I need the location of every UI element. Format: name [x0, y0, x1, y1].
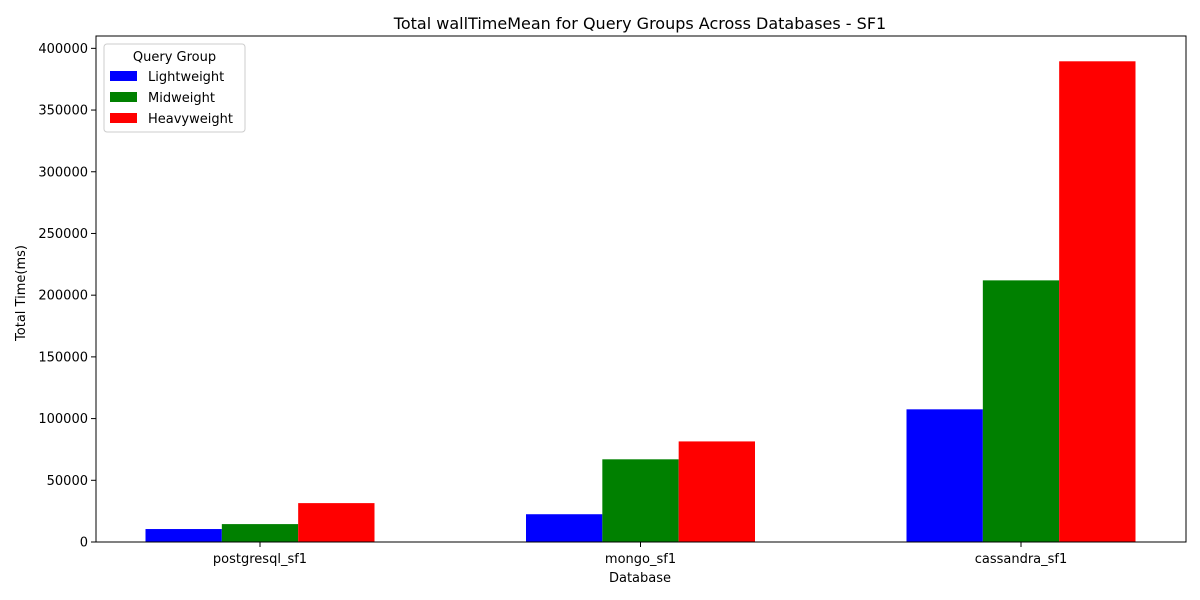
legend-label-lightweight: Lightweight: [148, 70, 224, 85]
y-axis-title: Total Time(ms): [14, 245, 29, 342]
bar-heavyweight-mongo_sf1: [678, 441, 755, 542]
legend-label-midweight: Midweight: [148, 91, 215, 106]
x-tick-label: cassandra_sf1: [975, 552, 1068, 567]
y-tick-label: 200000: [38, 289, 88, 304]
x-tick-label: postgresql_sf1: [213, 552, 307, 567]
y-tick-label: 50000: [47, 474, 88, 489]
y-tick-label: 300000: [38, 165, 88, 180]
plot-marks: [145, 61, 1136, 543]
legend-label-heavyweight: Heavyweight: [148, 112, 233, 127]
bar-lightweight-postgresql_sf1: [145, 529, 222, 542]
legend: Query Group Lightweight Midweight Heavyweig…: [103, 43, 246, 133]
y-tick-label: 0: [80, 536, 88, 551]
x-axis-title: Database: [609, 571, 671, 586]
bar-heavyweight-postgresql_sf1: [298, 503, 375, 542]
bar-lightweight-mongo_sf1: [526, 514, 603, 542]
legend-swatch-lightweight: [110, 71, 137, 81]
chart-title: Total wallTimeMean for Query Groups Acro…: [393, 14, 886, 33]
y-tick-label: 400000: [38, 42, 88, 57]
y-tick-label: 250000: [38, 227, 88, 242]
bar-midweight-cassandra_sf1: [982, 280, 1060, 542]
bar-heavyweight-cassandra_sf1: [1059, 61, 1136, 543]
bar-midweight-mongo_sf1: [602, 459, 679, 542]
legend-title: Query Group: [133, 50, 216, 65]
bar-lightweight-cassandra_sf1: [906, 409, 983, 542]
bar-midweight-postgresql_sf1: [221, 524, 299, 542]
axes: 0 50000 100000 150000 200000 250000 300000 3500…: [38, 35, 1187, 567]
y-tick-label: 100000: [38, 412, 88, 427]
y-tick-label: 350000: [38, 104, 88, 119]
y-tick-label: 150000: [38, 350, 88, 365]
x-tick-label: mongo_sf1: [605, 552, 676, 567]
legend-swatch-heavyweight: [110, 113, 137, 123]
legend-box: [103, 43, 246, 133]
legend-swatch-midweight: [110, 92, 137, 102]
